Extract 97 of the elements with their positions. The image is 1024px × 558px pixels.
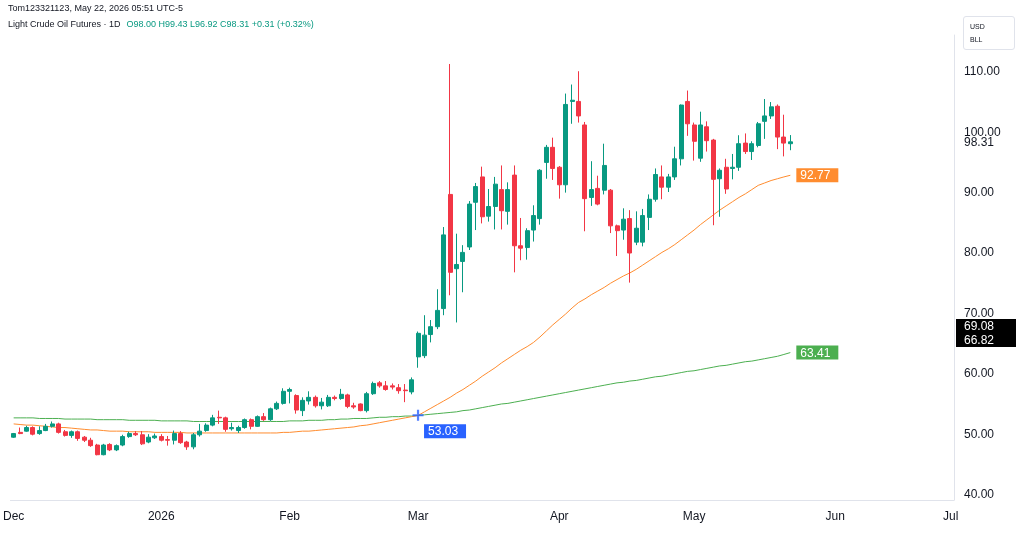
data-label: 53.03 <box>428 424 459 439</box>
candlestick <box>69 430 74 439</box>
y-tick-label: 70.00 <box>964 305 995 320</box>
candlestick <box>685 90 690 137</box>
candlestick <box>557 165 562 200</box>
candlestick <box>11 432 16 439</box>
x-tick-label: Dec <box>2 509 25 523</box>
x-tick-label: Apr <box>549 509 569 523</box>
candlestick <box>595 175 600 206</box>
data-label: 92.77 <box>800 168 831 183</box>
candlestick <box>107 442 112 452</box>
candlestick <box>63 429 68 438</box>
y-tick-label: 110.00 <box>964 64 1001 79</box>
candlestick <box>769 101 774 120</box>
candlestick <box>473 182 478 231</box>
candlestick <box>332 395 337 401</box>
candlestick <box>403 383 408 403</box>
text: 66.82 <box>964 333 995 347</box>
candlestick <box>358 402 363 412</box>
candlestick <box>480 166 485 224</box>
candlestick <box>582 121 587 232</box>
candlestick <box>467 200 472 251</box>
candlestick <box>454 233 459 323</box>
candlestick <box>486 188 491 223</box>
candlestick <box>627 209 632 284</box>
candlestick <box>704 120 709 153</box>
candlestick <box>172 430 177 445</box>
candlestick <box>326 394 331 408</box>
y-tick-label: 90.00 <box>964 185 995 200</box>
x-tick-label: Jul <box>943 509 959 523</box>
candlestick <box>659 164 664 200</box>
x-tick-label: Feb <box>279 509 301 523</box>
candlestick <box>95 443 100 456</box>
candlestick <box>602 143 607 195</box>
candlestick <box>255 414 260 428</box>
candlestick <box>364 391 369 413</box>
candlestick <box>371 381 376 396</box>
candlestick <box>127 431 132 439</box>
candlestick <box>409 376 414 395</box>
candlestick <box>30 425 35 436</box>
candlestick <box>679 103 684 166</box>
candlestick <box>621 207 626 241</box>
candlestick <box>692 122 697 162</box>
candlestick <box>762 98 767 140</box>
y-tick-label: 80.00 <box>964 245 995 260</box>
x-tick-label: Mar <box>407 509 429 523</box>
candlestick <box>717 167 722 218</box>
candlestick <box>576 70 581 124</box>
data-label: 63.41 <box>800 345 831 360</box>
candlestick <box>294 393 299 415</box>
text: 69.08 <box>964 319 995 333</box>
candlestick <box>448 63 453 296</box>
candlestick <box>570 84 575 125</box>
candlestick <box>698 111 703 163</box>
candlestick <box>550 137 555 181</box>
candlestick <box>493 176 498 230</box>
line-series <box>13 174 791 434</box>
candlestick <box>724 158 729 195</box>
x-tick-label: May <box>682 509 706 523</box>
candlestick <box>56 422 61 435</box>
candlestick <box>589 160 594 207</box>
candlestick <box>249 417 254 430</box>
candlestick <box>743 132 748 155</box>
chart-subtitle: O98.00 H99.43 L96.92 C98.31 +0.31 (+0.32%) <box>126 19 314 29</box>
candlestick <box>133 430 138 437</box>
text: Tom123321123, May 22, 2026 05:51 UTC-5 <box>8 3 183 13</box>
candlestick <box>505 181 510 226</box>
candlestick <box>101 443 106 456</box>
x-tick-label: 2026 <box>147 509 175 523</box>
candlestick <box>18 427 23 435</box>
candlestick <box>544 144 549 180</box>
candlestick <box>140 430 145 446</box>
candlestick <box>499 164 504 230</box>
candlestick <box>229 422 234 432</box>
candlestick <box>711 138 716 226</box>
candlestick <box>339 388 344 401</box>
candlestick <box>460 244 465 293</box>
line-series <box>13 352 791 422</box>
candlestick <box>749 140 754 161</box>
candlestick <box>615 224 620 257</box>
candlestick <box>608 188 613 234</box>
chart-title: Light Crude Oil Futures · 1D <box>8 19 121 29</box>
candlestick <box>75 430 80 442</box>
y-tick-label: 50.00 <box>964 426 995 441</box>
y-tick-label: 60.00 <box>964 366 995 381</box>
candlestick <box>24 425 29 433</box>
candlestick <box>435 288 440 330</box>
x-tick-label: Jun <box>825 509 845 523</box>
candlestick <box>788 134 793 151</box>
candlestick <box>261 412 266 422</box>
candlestick <box>563 93 568 194</box>
y-tick-label: 40.00 <box>964 486 995 501</box>
candlestick <box>50 420 55 429</box>
candlestick <box>756 121 761 148</box>
candlestick <box>319 397 324 410</box>
candlestick <box>313 395 318 409</box>
candlestick <box>441 226 446 316</box>
